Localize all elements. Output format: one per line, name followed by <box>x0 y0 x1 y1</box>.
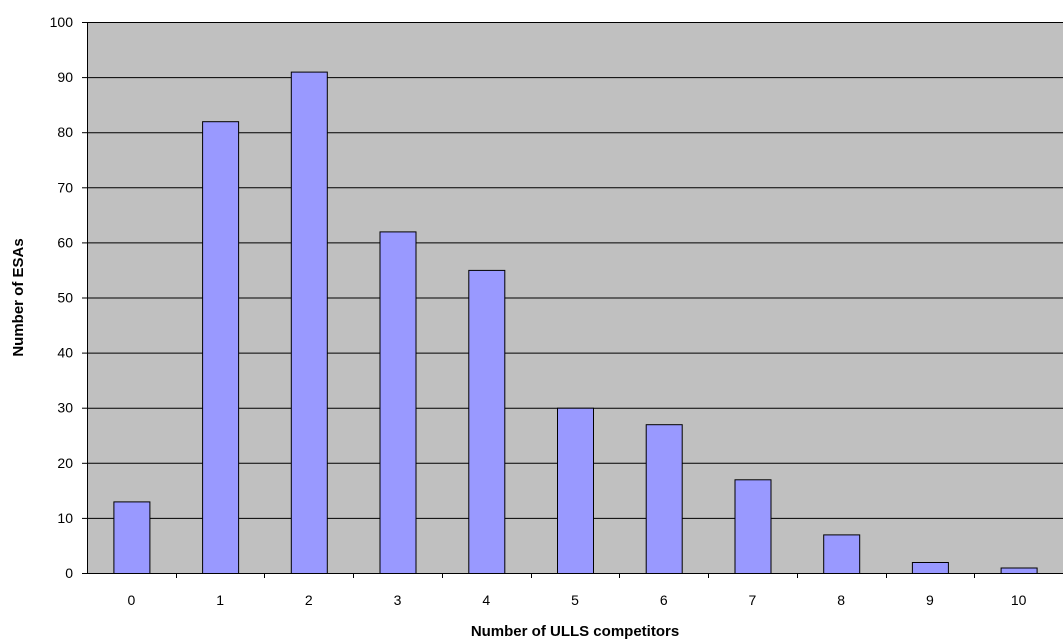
bar-3 <box>379 231 417 574</box>
y-axis-title: Number of ESAs <box>10 238 27 356</box>
y-tick-label: 50 <box>57 290 73 306</box>
bar-9 <box>911 562 949 574</box>
x-tick-label: 9 <box>926 592 934 608</box>
y-tick-label: 70 <box>57 179 73 195</box>
bars <box>113 71 1038 575</box>
x-axis-title: Number of ULLS competitors <box>471 623 679 640</box>
y-tick-label: 20 <box>57 455 73 471</box>
y-tick-label: 10 <box>57 510 73 526</box>
y-tick-label: 100 <box>50 14 74 30</box>
bar-10 <box>1000 567 1038 574</box>
x-tick-label: 7 <box>749 592 757 608</box>
bar-0 <box>113 501 151 574</box>
x-tick-label: 10 <box>1011 592 1027 608</box>
y-tick-label: 80 <box>57 124 73 140</box>
y-tick-label: 0 <box>65 565 73 581</box>
y-tick-label: 90 <box>57 69 73 85</box>
x-tick-labels: 0 1 2 3 4 5 6 7 8 9 10 <box>127 592 1026 608</box>
x-tick-label: 8 <box>837 592 845 608</box>
x-tick-label: 1 <box>216 592 224 608</box>
x-tick-label: 5 <box>571 592 579 608</box>
bar-5 <box>557 407 594 575</box>
axes <box>82 22 1063 578</box>
x-tick-label: 6 <box>660 592 668 608</box>
x-tick-label: 2 <box>305 592 313 608</box>
bar-4 <box>468 269 506 574</box>
bar-2 <box>290 71 328 574</box>
y-tick-label: 40 <box>57 345 73 361</box>
x-tick-label: 3 <box>394 592 402 608</box>
x-tick-label: 0 <box>127 592 135 608</box>
x-tick-label: 4 <box>482 592 490 608</box>
bar-6 <box>645 424 683 575</box>
bar-1 <box>202 121 240 574</box>
y-tick-label: 60 <box>57 234 73 250</box>
y-tick-labels: 0 10 20 30 40 50 60 70 80 90 100 <box>50 14 74 581</box>
bar-8 <box>823 534 861 575</box>
y-tick-label: 30 <box>57 400 73 416</box>
bar-7 <box>734 479 772 574</box>
